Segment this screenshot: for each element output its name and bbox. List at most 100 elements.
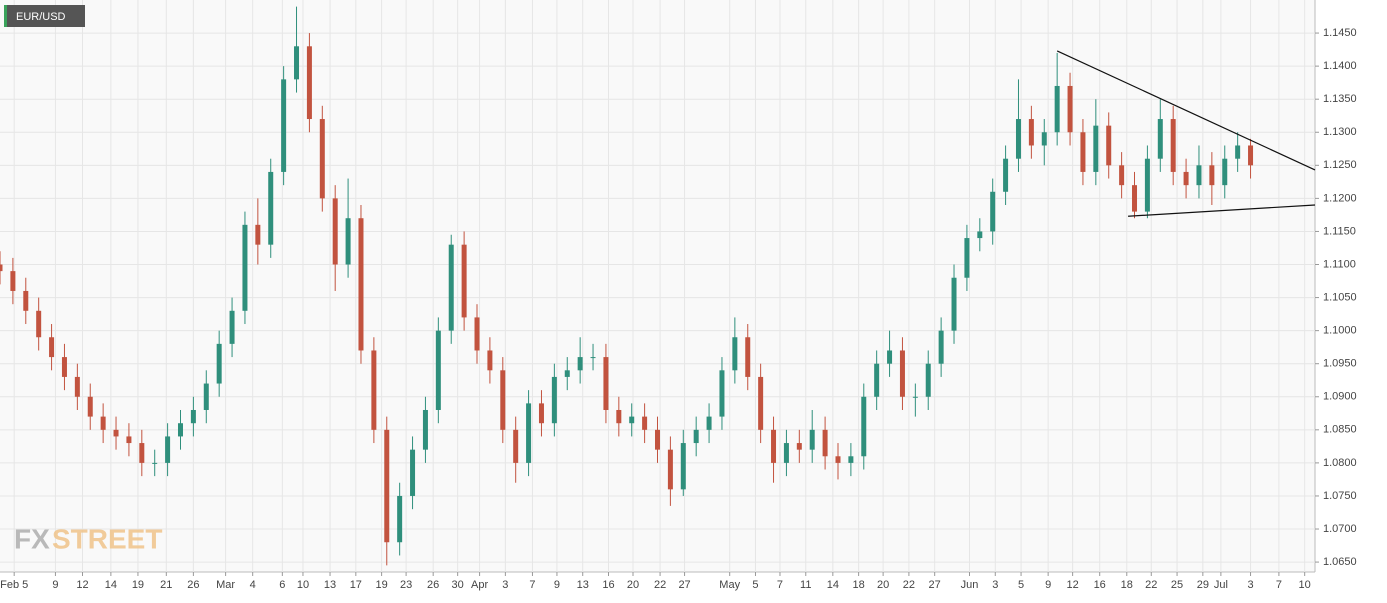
- candle-body: [783, 443, 789, 463]
- candle-body: [590, 357, 596, 359]
- candle-body: [435, 330, 441, 410]
- candle-body: [642, 416, 648, 430]
- candle-body: [190, 409, 196, 424]
- x-tick-label: 16: [602, 579, 614, 591]
- candle-body: [448, 244, 454, 331]
- candle-body: [1067, 85, 1073, 133]
- x-tick-label: 3: [992, 579, 998, 591]
- trend-line: [1056, 50, 1316, 171]
- x-tick-label: 3: [502, 579, 508, 591]
- chart-title: EUR/USD: [16, 11, 66, 23]
- candle-body: [242, 224, 248, 311]
- candle-body: [10, 271, 16, 291]
- candle-body: [564, 370, 570, 377]
- x-tick-label: 16: [1094, 579, 1106, 591]
- candle-body: [461, 244, 467, 318]
- candle-body: [693, 429, 699, 444]
- candle-body: [951, 277, 957, 331]
- candle-body: [306, 46, 312, 120]
- candle-body: [912, 396, 918, 398]
- grid: [0, 0, 1315, 572]
- candle-body: [1106, 125, 1112, 166]
- x-tick-label: 18: [1121, 579, 1133, 591]
- y-tick-label: 1.0850: [1323, 424, 1357, 436]
- candle-body: [1054, 85, 1060, 133]
- y-tick-label: 1.1000: [1323, 325, 1357, 337]
- candle-body: [861, 396, 867, 457]
- candle-body: [384, 429, 390, 543]
- x-tick-label: 5: [752, 579, 758, 591]
- candle-body: [732, 337, 738, 371]
- candle-body: [758, 376, 764, 430]
- y-tick-label: 1.0700: [1323, 523, 1357, 535]
- candle-body: [1015, 119, 1021, 159]
- x-tick-label: Apr: [471, 579, 488, 591]
- candle-body: [410, 449, 416, 496]
- y-tick-label: 1.0650: [1323, 556, 1357, 568]
- candle-body: [152, 462, 158, 464]
- candle-body: [500, 370, 506, 430]
- x-tick-label: 18: [852, 579, 864, 591]
- candle-body: [874, 363, 880, 397]
- candle-body: [255, 224, 261, 245]
- x-tick-label: 19: [132, 579, 144, 591]
- x-tick-label: 7: [529, 579, 535, 591]
- title-accent: [4, 5, 7, 27]
- candle-body: [345, 218, 351, 265]
- candle-body: [719, 370, 725, 417]
- candle-body: [925, 363, 931, 397]
- candle-body: [487, 350, 493, 371]
- candle-body: [577, 357, 583, 371]
- candle-body: [49, 337, 55, 358]
- y-tick-label: 1.0750: [1323, 490, 1357, 502]
- candle-body: [899, 350, 905, 397]
- candle-body: [1093, 125, 1099, 172]
- candle-body: [203, 383, 209, 410]
- x-tick-label: 17: [350, 579, 362, 591]
- x-tick-label: 19: [375, 579, 387, 591]
- x-tick-label: 29: [1197, 579, 1209, 591]
- y-tick-label: 1.0800: [1323, 457, 1357, 469]
- candle-body: [938, 330, 944, 364]
- x-tick-label: 10: [297, 579, 309, 591]
- x-tick-label: 26: [187, 579, 199, 591]
- candle-body: [771, 429, 777, 463]
- candle-body: [319, 119, 325, 199]
- candle-body: [667, 449, 673, 490]
- x-tick-label: 4: [250, 579, 256, 591]
- candle-body: [1080, 132, 1086, 172]
- y-tick-label: 1.1150: [1323, 225, 1356, 237]
- y-tick-label: 1.1100: [1323, 258, 1356, 270]
- x-tick-label: Mar: [216, 579, 235, 591]
- candle-body: [1209, 165, 1215, 186]
- x-tick-label: 23: [400, 579, 412, 591]
- trend-line: [1128, 204, 1316, 217]
- candle-body: [551, 376, 557, 424]
- plot-area: [0, 0, 1315, 572]
- candle-body: [616, 409, 622, 424]
- y-tick-label: 1.1300: [1323, 126, 1357, 138]
- candle-body: [422, 409, 428, 450]
- x-tick-label: 20: [877, 579, 889, 591]
- candle-body: [371, 350, 377, 430]
- candle-body: [229, 310, 235, 344]
- candle-body: [1170, 119, 1176, 172]
- watermark-fx: FX: [14, 523, 50, 554]
- x-tick-label: 3: [1247, 579, 1253, 591]
- candle-body: [1196, 165, 1202, 186]
- x-tick-label: 12: [76, 579, 88, 591]
- x-tick-label: Jul: [1214, 579, 1228, 591]
- x-tick-label: 30: [452, 579, 464, 591]
- candle-body: [216, 343, 222, 384]
- x-tick-label: 5: [1018, 579, 1024, 591]
- x-tick-label: 7: [1276, 579, 1282, 591]
- candle-body: [139, 443, 145, 463]
- watermark-street: STREET: [52, 523, 162, 554]
- candle-body: [177, 423, 183, 437]
- candle-body: [87, 396, 93, 417]
- candle-body: [513, 429, 519, 463]
- candle-body: [655, 429, 660, 450]
- candle-body: [745, 337, 751, 377]
- candle-body: [1119, 165, 1125, 186]
